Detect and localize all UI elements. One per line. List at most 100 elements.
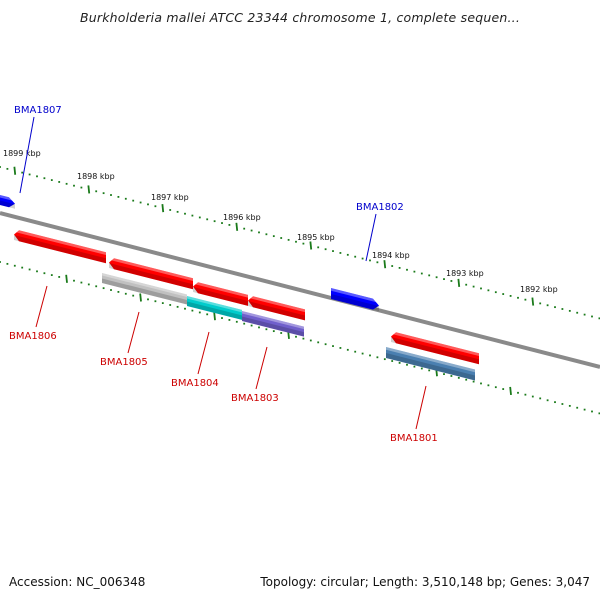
inner-ring-minor-tick: [546, 399, 549, 402]
gene-label-BMA1804[interactable]: BMA1804: [171, 378, 219, 389]
outer-ring-minor-tick: [80, 186, 83, 189]
inner-ring-minor-tick: [450, 375, 453, 377]
outer-ring-minor-tick: [21, 171, 24, 174]
outer-ring-minor-tick: [110, 194, 112, 196]
inner-ring-minor-tick: [480, 382, 482, 385]
inner-ring-major-tick: [139, 293, 142, 302]
inner-ring-minor-tick: [413, 365, 416, 368]
gene-BMA1803: [248, 295, 305, 321]
inner-ring-minor-tick: [87, 283, 90, 286]
grey-feature: [102, 273, 187, 305]
inner-ring-minor-tick: [598, 412, 600, 415]
outer-ring-minor-tick: [568, 309, 571, 312]
inner-ring-minor-tick: [117, 290, 120, 293]
leader-line: [19, 116, 35, 194]
outer-ring-minor-tick: [346, 253, 349, 256]
inner-ring-minor-tick: [73, 279, 75, 282]
outer-ring-minor-tick: [124, 197, 127, 200]
outer-ring-minor-tick: [243, 227, 246, 230]
gene-label-BMA1807[interactable]: BMA1807: [14, 105, 62, 116]
outer-ring-minor-tick: [50, 179, 53, 181]
outer-ring-major-tick: [87, 185, 91, 194]
outer-ring-minor-tick: [95, 190, 98, 193]
inner-ring-minor-tick: [280, 332, 283, 334]
outer-ring-minor-tick: [228, 224, 231, 226]
outer-ring-minor-tick: [398, 266, 401, 269]
outer-ring-major-tick: [457, 278, 461, 287]
gene-label-BMA1802[interactable]: BMA1802: [356, 202, 404, 213]
outer-ring-minor-tick: [324, 248, 327, 251]
inner-ring-minor-tick: [398, 361, 401, 364]
outer-ring-minor-tick: [132, 199, 135, 202]
gene-BMA1801: [391, 331, 479, 365]
outer-ring-minor-tick: [287, 238, 290, 241]
outer-ring-major-tick: [161, 204, 165, 213]
gene-label-BMA1806[interactable]: BMA1806: [9, 331, 57, 342]
outer-ring-minor-tick: [184, 212, 186, 215]
inner-ring-minor-tick: [324, 343, 327, 346]
outer-ring-major-tick: [383, 260, 387, 269]
gene-BMA1804: [193, 281, 248, 306]
outer-ring-minor-tick: [339, 252, 342, 254]
gene-label-BMA1801[interactable]: BMA1801: [390, 433, 438, 444]
leader-line: [127, 311, 140, 354]
outer-ring-major-tick: [235, 222, 239, 231]
inner-ring-minor-tick: [517, 391, 519, 394]
outer-ring-minor-tick: [0, 166, 1, 168]
outer-ring-minor-tick: [406, 268, 408, 271]
outer-ring-minor-tick: [472, 285, 475, 288]
inner-ring-minor-tick: [494, 386, 497, 389]
inner-ring-major-tick: [65, 274, 68, 283]
outer-ring-minor-tick: [487, 289, 490, 292]
outer-ring-minor-tick: [221, 222, 223, 224]
gene-BMA1806: [14, 229, 106, 264]
outer-ring-minor-tick: [376, 261, 379, 264]
inner-ring-minor-tick: [265, 328, 268, 331]
inner-ring-minor-tick: [58, 276, 61, 278]
outer-ring-minor-tick: [480, 287, 482, 290]
outer-ring-minor-tick: [272, 235, 275, 238]
inner-ring-minor-tick: [132, 294, 135, 297]
inner-ring-minor-tick: [124, 292, 127, 295]
outer-ring-minor-tick: [265, 233, 268, 236]
outer-ring-minor-tick: [413, 270, 416, 273]
gene-label-BMA1805[interactable]: BMA1805: [100, 357, 148, 368]
outer-ring-minor-tick: [65, 182, 68, 185]
outer-ring-minor-tick: [139, 201, 142, 204]
tick-label: 1894 kbp: [372, 251, 410, 260]
inner-ring-minor-tick: [472, 380, 475, 383]
tick-label: 1897 kbp: [151, 193, 189, 202]
outer-ring-minor-tick: [502, 293, 505, 295]
outer-ring-minor-tick: [369, 259, 371, 262]
outer-ring-minor-tick: [258, 231, 260, 234]
inner-ring-minor-tick: [339, 347, 342, 349]
leader-line: [255, 346, 268, 390]
outer-ring-minor-tick: [465, 283, 468, 286]
gene-BMA1807: [0, 195, 15, 209]
inner-ring-minor-tick: [110, 289, 112, 291]
outer-ring-minor-tick: [546, 304, 549, 307]
inner-ring-minor-tick: [576, 406, 579, 409]
tick-label: 1892 kbp: [520, 285, 558, 294]
outer-ring-minor-tick: [250, 229, 253, 232]
outer-ring-minor-tick: [576, 311, 579, 314]
inner-ring-minor-tick: [169, 304, 172, 306]
inner-ring-minor-tick: [235, 320, 238, 323]
outer-ring-minor-tick: [561, 308, 564, 310]
inner-ring-minor-tick: [102, 287, 105, 290]
inner-ring-minor-tick: [198, 311, 201, 314]
outer-ring-minor-tick: [198, 216, 201, 219]
inner-ring-minor-tick: [554, 401, 556, 404]
inner-ring-minor-tick: [406, 363, 408, 366]
inner-ring-minor-tick: [561, 403, 564, 405]
inner-ring-minor-tick: [206, 313, 209, 316]
inner-ring-minor-tick: [243, 322, 246, 325]
inner-ring-minor-tick: [383, 358, 386, 361]
inner-ring-minor-tick: [346, 348, 349, 351]
outer-ring-minor-tick: [147, 203, 149, 206]
outer-ring-major-tick: [531, 297, 535, 306]
tick-label: 1896 kbp: [223, 213, 261, 222]
outer-ring-minor-tick: [295, 240, 297, 243]
gene-label-BMA1803[interactable]: BMA1803: [231, 393, 279, 404]
leader-line: [365, 213, 377, 262]
